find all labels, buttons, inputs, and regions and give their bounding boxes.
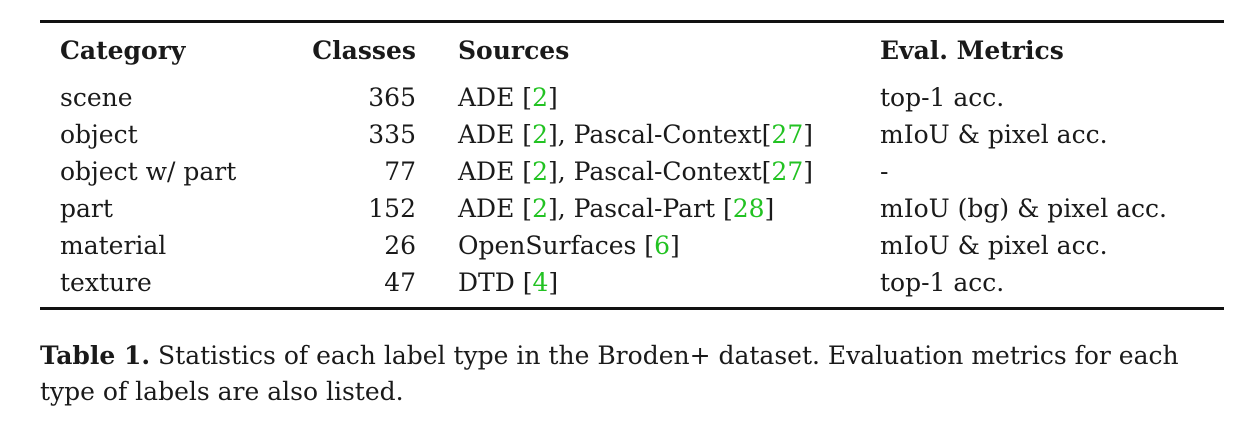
top-rule: [40, 20, 1224, 23]
cell-classes: 26: [384, 231, 416, 260]
caption-label: Table 1.: [40, 341, 151, 370]
cell-classes: 47: [384, 268, 416, 297]
citation-link[interactable]: 27: [771, 157, 804, 186]
source-text: ADE [: [458, 120, 533, 149]
cell-sources: OpenSurfaces [6]: [420, 227, 850, 264]
cell-metrics: -: [880, 157, 889, 186]
cell-classes: 365: [368, 83, 416, 112]
table-row: object 335 ADE [2], Pascal-Context[27] mIoU…: [40, 116, 1224, 153]
cell-category: texture: [60, 268, 152, 297]
citation-link[interactable]: 6: [654, 231, 670, 260]
source-text: ], Pascal-Part [: [547, 194, 733, 223]
cell-sources: ADE [2], Pascal-Context[27]: [420, 116, 850, 153]
cell-sources: ADE [2], Pascal-Context[27]: [420, 153, 850, 190]
source-text: ]: [547, 83, 558, 112]
cell-classes: 152: [368, 194, 416, 223]
citation-link[interactable]: 28: [732, 194, 765, 223]
source-text: ], Pascal-Context[: [547, 120, 772, 149]
header-row: Category Classes Sources Eval. Metrics: [40, 23, 1224, 73]
cell-metrics: mIoU & pixel acc.: [880, 120, 1108, 149]
header-category: Category: [60, 35, 186, 65]
source-text: ]: [669, 231, 680, 260]
cell-category: scene: [60, 83, 133, 112]
citation-link[interactable]: 2: [532, 120, 548, 149]
citation-link[interactable]: 2: [532, 83, 548, 112]
source-text: ]: [548, 268, 559, 297]
header-metrics: Eval. Metrics: [880, 35, 1064, 65]
source-text: ADE [: [458, 83, 533, 112]
source-text: DTD [: [458, 268, 533, 297]
cell-metrics: top-1 acc.: [880, 268, 1005, 297]
cell-classes: 77: [384, 157, 416, 186]
statistics-table: Category Classes Sources Eval. Metrics s…: [40, 20, 1224, 310]
source-text: ]: [803, 120, 813, 149]
source-text: ]: [764, 194, 775, 223]
cell-metrics: mIoU & pixel acc.: [880, 231, 1108, 260]
cell-metrics: mIoU (bg) & pixel acc.: [880, 194, 1167, 223]
citation-link[interactable]: 2: [532, 194, 548, 223]
table-caption: Table 1. Statistics of each label type i…: [40, 338, 1220, 410]
table-row: scene 365 ADE [2] top-1 acc.: [40, 73, 1224, 116]
bottom-rule: [40, 307, 1224, 310]
source-text: ]: [803, 157, 813, 186]
cell-category: object w/ part: [60, 157, 237, 186]
header-sources: Sources: [458, 35, 570, 65]
cell-sources: DTD [4]: [420, 264, 850, 307]
header-classes: Classes: [312, 35, 416, 65]
cell-sources: ADE [2]: [420, 73, 850, 116]
cell-category: material: [60, 231, 167, 260]
label-type-table: Category Classes Sources Eval. Metrics s…: [40, 23, 1224, 307]
cell-category: object: [60, 120, 138, 149]
source-text: ], Pascal-Context[: [547, 157, 772, 186]
citation-link[interactable]: 4: [532, 268, 549, 297]
cell-metrics: top-1 acc.: [880, 83, 1005, 112]
source-text: OpenSurfaces [: [458, 231, 655, 260]
citation-link[interactable]: 2: [532, 157, 548, 186]
caption-text: Statistics of each label type in the Bro…: [40, 341, 1179, 406]
table-body: scene 365 ADE [2] top-1 acc. object 335 ADE [2…: [40, 73, 1224, 307]
table-row: object w/ part 77 ADE [2], Pascal-Context[…: [40, 153, 1224, 190]
cell-sources: ADE [2], Pascal-Part [28]: [420, 190, 850, 227]
source-text: ADE [: [458, 157, 533, 186]
source-text: ADE [: [458, 194, 533, 223]
table-row: texture 47 DTD [4] top-1 acc.: [40, 264, 1224, 307]
cell-category: part: [60, 194, 113, 223]
table-row: part 152 ADE [2], Pascal-Part [28] mIoU (bg…: [40, 190, 1224, 227]
table-row: material 26 OpenSurfaces [6] mIoU & pixel a…: [40, 227, 1224, 264]
citation-link[interactable]: 27: [771, 120, 804, 149]
cell-classes: 335: [368, 120, 416, 149]
